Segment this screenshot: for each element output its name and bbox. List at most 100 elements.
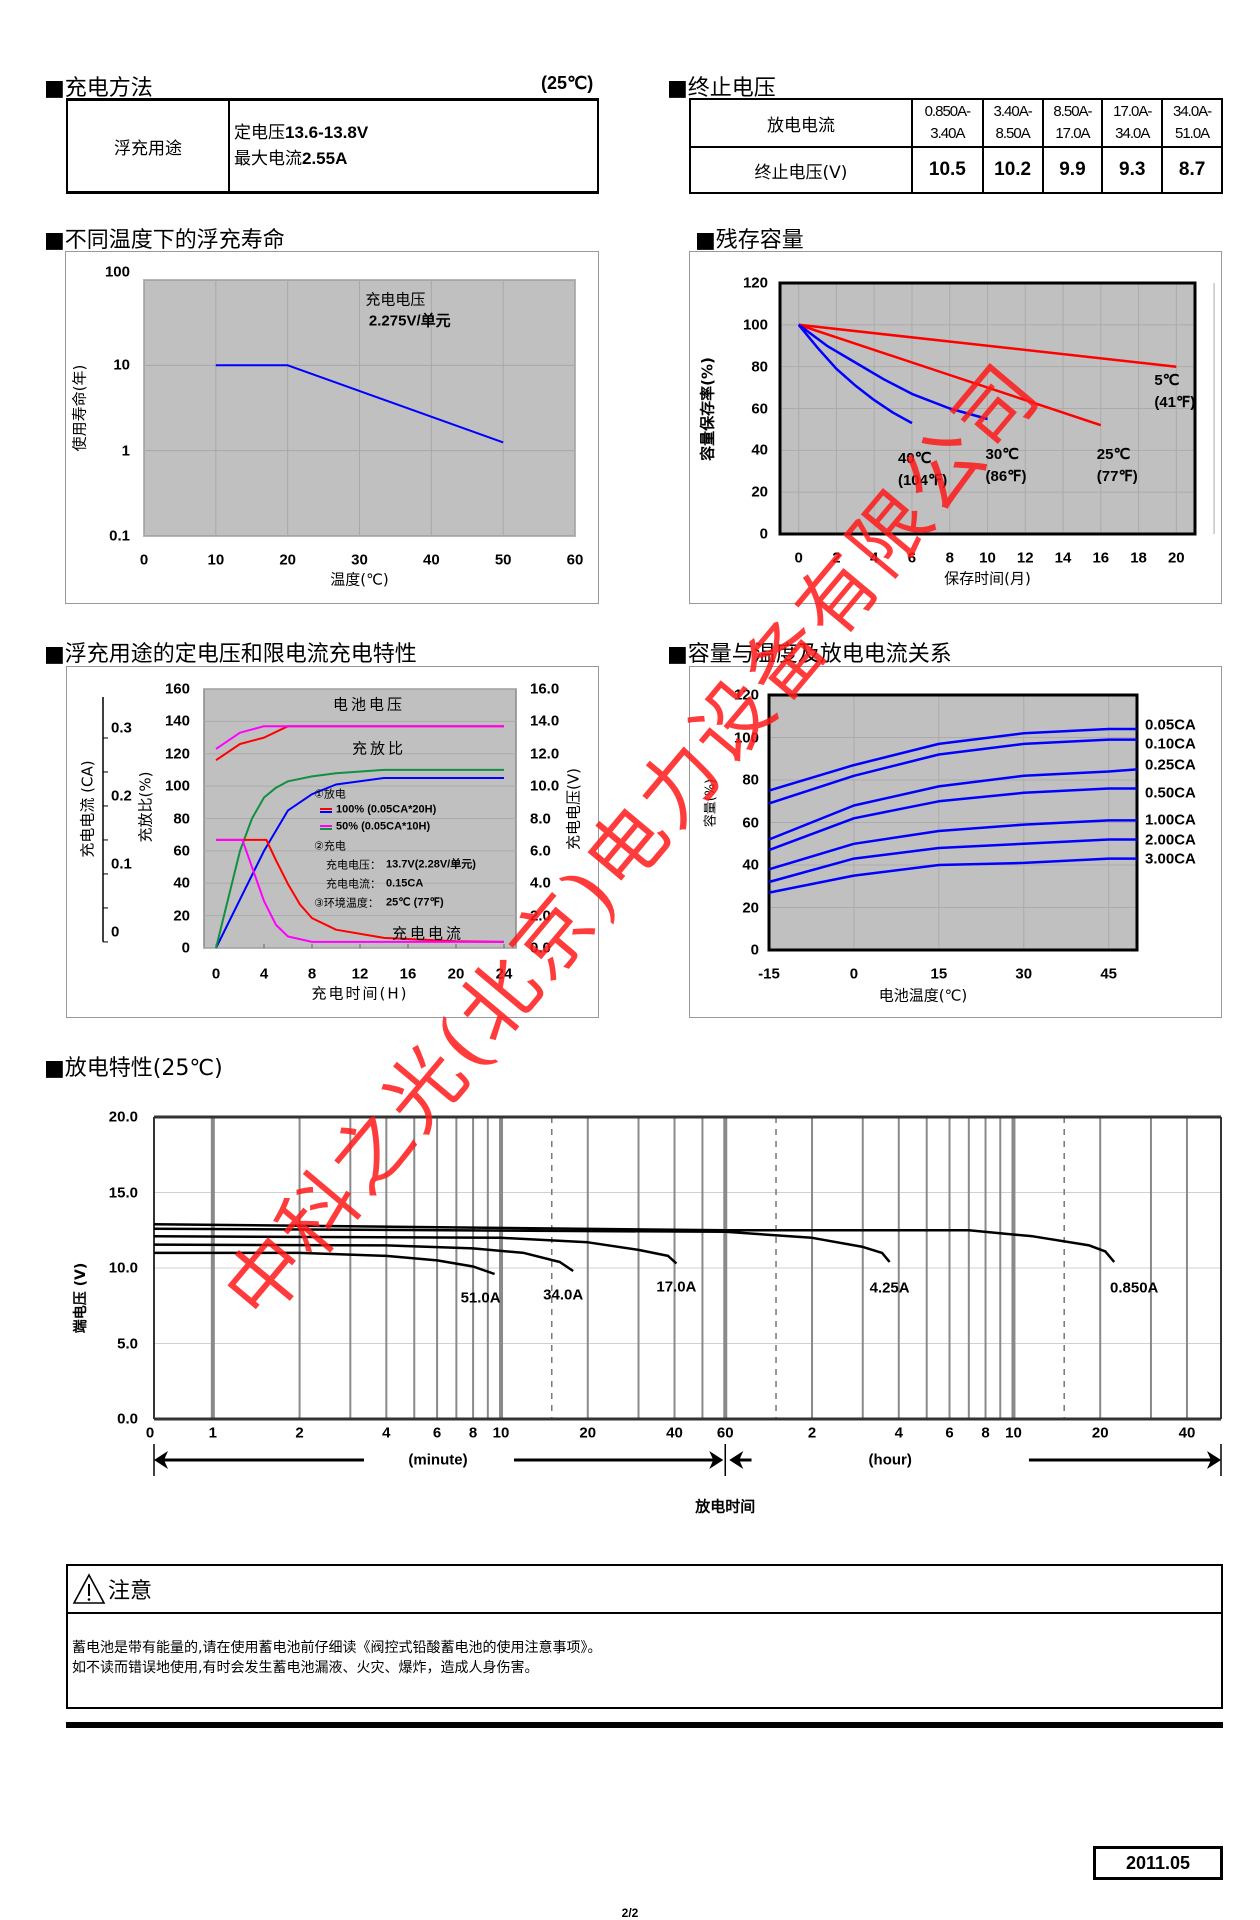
series-label: 17.0A	[656, 1278, 697, 1296]
x-tick-label: 0	[794, 549, 803, 567]
annotation-charge-ratio: 充放比	[351, 739, 407, 758]
unit-minute-label: (minute)	[408, 1451, 468, 1469]
discharge-current-label: 放电电流	[689, 98, 913, 148]
plot-border	[778, 281, 1197, 536]
x-tick-label: 20	[1167, 549, 1185, 567]
arrow-right-icon	[1207, 1451, 1221, 1469]
unit-hour-label: (hour)	[868, 1451, 912, 1469]
series-label: 2.00CA	[1145, 831, 1196, 848]
y-left-tick-label: 0	[181, 939, 190, 957]
section-title-discharge: ■放电特性(25℃)	[44, 1056, 223, 1081]
x-tick-label: 8	[307, 965, 317, 983]
x-tick-label: 16	[399, 965, 417, 983]
y-right-tick-label: 12.0	[530, 745, 560, 763]
arrow-left-icon	[729, 1451, 744, 1469]
x-tick-label: 4	[870, 549, 879, 567]
series-label: (86℉)	[985, 467, 1027, 485]
legend-discharge: ①放电	[314, 787, 346, 801]
arrow-right-icon	[709, 1451, 724, 1469]
y-left-tick-label: 80	[173, 810, 190, 827]
y-tick-label: 5.0	[117, 1335, 138, 1352]
y-tick-label: 0	[750, 941, 759, 959]
current-range-cell: 17.0A- 34.0A	[1101, 98, 1164, 148]
end-voltage-value: 9.3	[1101, 146, 1164, 194]
y-right-tick-label: 10.0	[530, 777, 560, 795]
y-tick-label: 10.0	[108, 1259, 138, 1277]
series-line	[153, 1222, 1116, 1263]
y-left-tick-label: 120	[164, 745, 190, 763]
x-tick-label: 45	[1100, 965, 1118, 983]
x-tick-label: 8	[468, 1424, 478, 1442]
x-tick-label: 30	[1015, 965, 1033, 983]
x-tick-label: 0	[211, 965, 221, 983]
current-range-cell: 8.50A- 17.0A	[1041, 98, 1104, 148]
section-title-capacity-temperature: ■容量与温度及放电电流关系	[667, 642, 952, 667]
x-tick-label: 0	[139, 551, 149, 569]
legend-charge-current-value: 0.15CA	[386, 877, 424, 890]
series-label: 0.10CA	[1145, 735, 1196, 753]
end-voltage-value: 10.2	[981, 146, 1044, 194]
x-tick-label: 40	[666, 1424, 683, 1442]
x-tick-label: 12	[351, 965, 369, 983]
x-tick-label: 15	[930, 965, 948, 983]
series-line	[215, 768, 504, 949]
y-axis-label: 端电压 (V)	[73, 1262, 89, 1334]
y-tick-label: 80	[751, 358, 768, 376]
end-voltage-value: 9.9	[1041, 146, 1104, 194]
y-tick-label: 15.0	[108, 1184, 138, 1201]
x-tick-label: 20	[447, 965, 465, 983]
series-line	[215, 364, 504, 444]
y-left-tick-label: 60	[173, 842, 190, 860]
y-right-tick-label: 14.0	[530, 712, 560, 730]
x-axis-label: 电池温度(℃)	[878, 986, 968, 1005]
legend-charge-current-label: 充电电流：	[326, 877, 381, 891]
y-axis-label: 容量(%)	[703, 778, 719, 827]
section-title-residual-capacity: ■残存容量	[695, 228, 804, 253]
y-tick-label: 40	[742, 856, 759, 874]
section-title-charge-characteristics: ■浮充用途的定电压和限电流充电特性	[44, 642, 417, 667]
x-tick-label: 14	[1054, 549, 1072, 567]
y-tick-label: 80	[742, 771, 759, 789]
y-right-tick-label: 0.0	[530, 939, 551, 957]
x-tick-label: 24	[495, 965, 513, 983]
x-tick-label: 8	[945, 549, 954, 567]
x-tick-label: 4	[259, 965, 269, 983]
series-line	[798, 323, 1177, 368]
x-tick-label: 20	[1091, 1424, 1109, 1442]
x-tick-label: 60	[716, 1424, 734, 1442]
series-line	[768, 727, 1137, 792]
chart-charge-characteristics: 0 20 40 60 80 100 120 140 160 0.0 2.0 4.0 6.0 8.0 10.0…	[79, 682, 583, 1002]
x-axis-label: 充电时间(H)	[311, 984, 409, 1003]
legend-charge: ②充电	[314, 839, 346, 853]
series-label: (104℉)	[897, 472, 948, 490]
x-tick-label: 1	[208, 1424, 217, 1442]
current-range-cell: 3.40A- 8.50A	[981, 98, 1044, 148]
chart-frame-float-life	[65, 251, 599, 604]
series-label: 0.50CA	[1145, 784, 1196, 801]
series-line	[797, 324, 913, 425]
annotation-battery-voltage: 电池电压	[332, 695, 406, 714]
y-axis-label: 使用寿命(年)	[70, 364, 89, 452]
charge-method-table: 浮充用途 定电压13.6-13.8V 最大电流2.55A	[66, 98, 599, 194]
series-line	[768, 838, 1137, 884]
y-left-tick-label: 160	[164, 680, 190, 698]
x-tick-label: 4	[382, 1424, 391, 1442]
annotation-label: 2.275V/单元	[368, 312, 451, 330]
y-tick-label: 40	[751, 441, 768, 459]
caution-header: 注意	[68, 1566, 1221, 1614]
series-line	[154, 1251, 496, 1276]
x-tick-label: 8	[981, 1424, 990, 1442]
series-line	[768, 787, 1137, 852]
x-tick-label: 4	[894, 1424, 903, 1442]
y-tick-label: 1	[121, 442, 130, 460]
y-tick-label: 60	[751, 400, 768, 417]
x-axis-label: 保存时间(月)	[944, 569, 1031, 588]
legend-ambient-value: 25℃ (77℉)	[386, 896, 444, 909]
caution-title: 注意	[108, 1579, 153, 1604]
y-tick-label: 100	[104, 263, 130, 281]
series-line	[216, 838, 505, 943]
page-number: 2/2	[621, 1906, 639, 1920]
y-far-left-tick-label: 0.1	[111, 855, 132, 873]
x-tick-label: 60	[566, 551, 584, 569]
caution-body: 蓄电池是带有能量的,请在使用蓄电池前仔细读《阀控式铅酸蓄电池的使用注意事项》。 …	[68, 1614, 1221, 1702]
